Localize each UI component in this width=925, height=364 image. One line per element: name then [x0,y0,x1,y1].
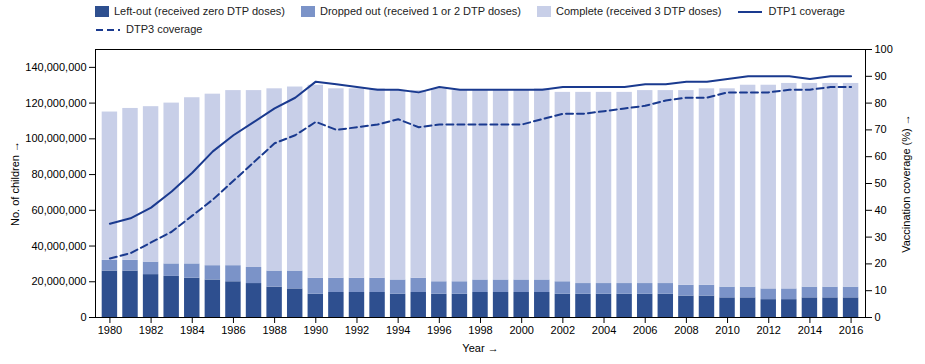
svg-text:1984: 1984 [180,324,204,336]
svg-text:1992: 1992 [345,324,369,336]
svg-text:90: 90 [875,70,887,82]
svg-text:Vaccination coverage (%) →: Vaccination coverage (%) → [900,114,912,253]
svg-text:10: 10 [875,284,887,296]
svg-text:70: 70 [875,123,887,135]
svg-text:1996: 1996 [427,324,451,336]
svg-text:100,000,000: 100,000,000 [25,132,86,144]
svg-text:140,000,000: 140,000,000 [25,61,86,73]
html-text:Left-out (received zero DTP do: Left-out (received zero DTP doses) [114,5,285,17]
svg-text:2004: 2004 [592,324,616,336]
svg-text:2002: 2002 [551,324,575,336]
svg-text:2012: 2012 [756,324,780,336]
svg-text:2008: 2008 [674,324,698,336]
svg-text:1990: 1990 [304,324,328,336]
svg-text:20,000,000: 20,000,000 [31,275,86,287]
html-text:Complete (received 3 DTP doses: Complete (received 3 DTP doses) [556,5,722,17]
svg-text:0: 0 [875,311,881,323]
svg-text:60: 60 [875,150,887,162]
svg-text:40: 40 [875,204,887,216]
svg-text:1998: 1998 [468,324,492,336]
svg-text:2014: 2014 [798,324,822,336]
svg-text:1982: 1982 [139,324,163,336]
svg-text:100: 100 [875,43,893,55]
svg-text:30: 30 [875,231,887,243]
svg-text:50: 50 [875,177,887,189]
svg-text:1986: 1986 [221,324,245,336]
svg-text:0: 0 [80,311,86,323]
svg-text:80: 80 [875,97,887,109]
svg-text:2000: 2000 [509,324,533,336]
svg-text:2010: 2010 [715,324,739,336]
svg-text:60,000,000: 60,000,000 [31,204,86,216]
html-text:Dropped out (received 1 or 2 D: Dropped out (received 1 or 2 DTP doses) [320,5,521,17]
svg-text:120,000,000: 120,000,000 [25,97,86,109]
svg-text:1994: 1994 [386,324,410,336]
svg-text:20: 20 [875,257,887,269]
svg-text:2016: 2016 [839,324,863,336]
html-text:DTP3 coverage: DTP3 coverage [126,23,203,35]
svg-text:1988: 1988 [262,324,286,336]
svg-text:80,000,000: 80,000,000 [31,168,86,180]
svg-text:40,000,000: 40,000,000 [31,240,86,252]
html-text:DTP1 coverage: DTP1 coverage [768,5,845,17]
svg-text:1980: 1980 [98,324,122,336]
svg-text:Year →: Year → [462,342,498,354]
svg-text:No. of children →: No. of children → [9,141,21,226]
svg-text:2006: 2006 [633,324,657,336]
